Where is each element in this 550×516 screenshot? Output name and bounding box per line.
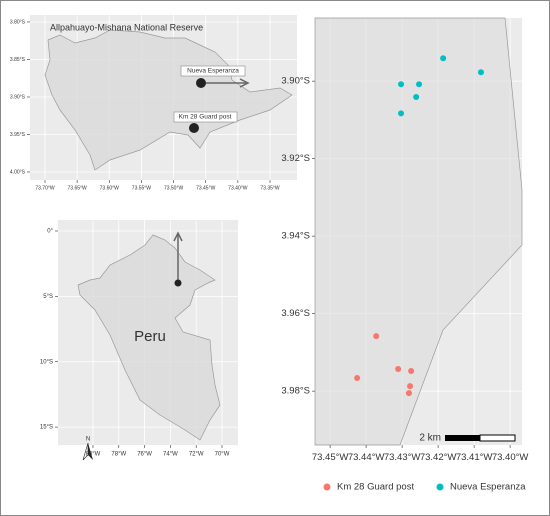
x-tick-label: 76°W bbox=[137, 452, 152, 458]
x-tick-label: 73.70°W bbox=[35, 185, 55, 191]
x-tick-label: 73.60°W bbox=[100, 185, 120, 191]
y-tick-label: 3.85°S bbox=[10, 57, 26, 63]
y-tick-label: 10°S bbox=[40, 359, 53, 365]
x-tick-label: 73.35°W bbox=[260, 185, 280, 191]
y-tick-label: 15°S bbox=[40, 425, 53, 431]
legend-label: Nueva Esperanza bbox=[450, 482, 526, 493]
label-box bbox=[180, 65, 246, 77]
north-label: N bbox=[86, 437, 90, 443]
site-marker bbox=[196, 78, 206, 88]
x-tick-label: 73.42°W bbox=[420, 452, 457, 463]
arrow-head bbox=[173, 231, 183, 242]
x-tick-label: 73.55°W bbox=[132, 185, 152, 191]
x-tick-label: 73.45°W bbox=[196, 185, 216, 191]
point bbox=[398, 110, 405, 117]
country-label: Peru bbox=[134, 328, 166, 345]
legend-label: Km 28 Guard post bbox=[337, 482, 414, 493]
x-tick-label: 73.45°W bbox=[312, 452, 349, 463]
x-tick-label: 73.65°W bbox=[68, 185, 88, 191]
point bbox=[354, 374, 361, 381]
point bbox=[405, 390, 412, 397]
y-tick-label: 3.98°S bbox=[281, 386, 310, 397]
point bbox=[477, 69, 484, 76]
y-tick-label: 3.95°S bbox=[10, 132, 26, 138]
x-tick-label: 73.43°W bbox=[384, 452, 421, 463]
x-tick-label: 80°W bbox=[86, 452, 101, 458]
y-tick-label: 3.90°S bbox=[10, 94, 26, 100]
scale-bar bbox=[445, 435, 480, 441]
y-tick-label: 3.80°S bbox=[10, 19, 26, 25]
site-label: Km 28 Guard post bbox=[179, 114, 232, 121]
y-tick-label: 3.90°S bbox=[281, 76, 310, 87]
x-tick-label: 73.40°W bbox=[492, 452, 529, 463]
x-tick-label: 73.40°W bbox=[228, 185, 248, 191]
y-tick-label: 3.96°S bbox=[281, 308, 310, 319]
point bbox=[395, 366, 402, 373]
peru-outline bbox=[77, 234, 221, 441]
reserve-outline bbox=[44, 29, 293, 171]
legend-swatch bbox=[436, 483, 444, 491]
scale-bar-label: 2 km bbox=[419, 433, 441, 444]
point bbox=[373, 333, 380, 340]
point bbox=[440, 55, 447, 62]
site-marker bbox=[189, 123, 199, 133]
reserve-title: Allpahuayo-Mishana National Reserve bbox=[50, 22, 203, 32]
x-tick-label: 73.41°W bbox=[456, 452, 493, 463]
arrow-head bbox=[239, 78, 250, 88]
legend-swatch bbox=[323, 483, 331, 491]
point bbox=[398, 81, 405, 88]
y-tick-label: 4.00°S bbox=[10, 169, 26, 175]
y-tick-label: 0° bbox=[47, 229, 53, 235]
point bbox=[416, 81, 423, 88]
north-arrow bbox=[88, 443, 93, 460]
x-tick-label: 72°W bbox=[189, 452, 204, 458]
y-tick-label: 5°S bbox=[43, 294, 53, 300]
label-box bbox=[173, 111, 238, 123]
x-tick-label: 73.44°W bbox=[348, 452, 385, 463]
point bbox=[408, 367, 415, 374]
y-tick-label: 3.94°S bbox=[281, 231, 310, 242]
north-arrow bbox=[82, 442, 89, 461]
site-label: Nueva Esperanza bbox=[187, 68, 239, 75]
x-tick-label: 78°W bbox=[111, 452, 126, 458]
location-marker bbox=[174, 279, 182, 287]
scale-bar bbox=[479, 434, 516, 442]
x-tick-label: 73.50°W bbox=[164, 185, 184, 191]
point bbox=[407, 383, 414, 390]
reserve-boundary bbox=[314, 17, 523, 446]
x-tick-label: 70°W bbox=[215, 452, 230, 458]
point bbox=[413, 94, 420, 101]
x-tick-label: 74°W bbox=[163, 452, 178, 458]
y-tick-label: 3.92°S bbox=[281, 153, 310, 164]
